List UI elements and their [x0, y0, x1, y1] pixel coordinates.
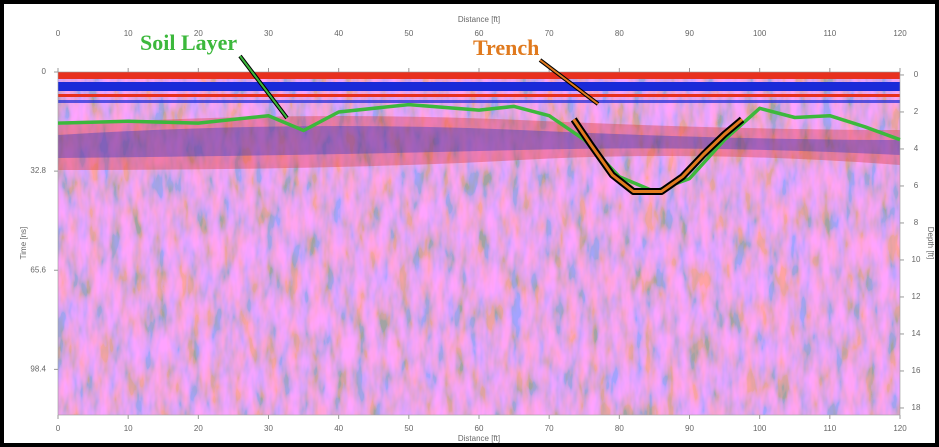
- x-tick-label: 120: [893, 424, 907, 433]
- x-tick-label: 110: [823, 424, 836, 433]
- x-tick-label: 50: [404, 29, 413, 38]
- y2-tick-label: 12: [912, 292, 921, 301]
- y2-tick-label: 10: [912, 255, 921, 264]
- chart: 0010102020303040405050606070708080909010…: [0, 0, 939, 447]
- y2-tick-label: 2: [914, 107, 919, 116]
- x-tick-label: 70: [545, 29, 554, 38]
- x-tick-label: 60: [475, 424, 484, 433]
- x-tick-label: 80: [615, 29, 624, 38]
- x-tick-label: 30: [264, 424, 273, 433]
- x-tick-label: 120: [893, 29, 907, 38]
- x-tick-label: 90: [685, 424, 694, 433]
- y2-tick-label: 0: [914, 70, 919, 79]
- x-tick-label: 80: [615, 424, 624, 433]
- y-tick-label: 98.4: [30, 364, 46, 373]
- x-tick-label: 10: [124, 29, 133, 38]
- x-tick-label: 30: [264, 29, 273, 38]
- x-tick-label: 40: [334, 424, 343, 433]
- x-tick-label: 90: [685, 29, 694, 38]
- x-tick-label: 50: [404, 424, 413, 433]
- x-axis-label: Distance [ft]: [458, 434, 500, 443]
- y2-tick-label: 14: [912, 329, 921, 338]
- y-tick-label: 65.6: [30, 265, 46, 274]
- x-tick-label: 100: [753, 29, 767, 38]
- y-tick-label: 0: [42, 67, 47, 76]
- x-tick-label: 20: [194, 424, 203, 433]
- y2-tick-label: 16: [912, 366, 921, 375]
- x-tick-label: 0: [56, 29, 61, 38]
- y2-tick-label: 4: [914, 144, 919, 153]
- y-axis-label: Time [ns]: [19, 227, 28, 260]
- y2-tick-label: 18: [912, 403, 921, 412]
- y-tick-label: 32.8: [30, 166, 46, 175]
- x-tick-label: 0: [56, 424, 61, 433]
- annotation: Soil Layer: [140, 30, 237, 55]
- x-tick-label: 110: [823, 29, 836, 38]
- x-axis-label: Distance [ft]: [458, 15, 500, 24]
- annotation: Trench: [473, 35, 539, 60]
- x-tick-label: 40: [334, 29, 343, 38]
- y2-axis-label: Depth [ft]: [926, 227, 935, 259]
- x-tick-label: 70: [545, 424, 554, 433]
- y2-tick-label: 6: [914, 181, 919, 190]
- y2-tick-label: 8: [914, 218, 919, 227]
- x-tick-label: 100: [753, 424, 767, 433]
- x-tick-label: 10: [124, 424, 133, 433]
